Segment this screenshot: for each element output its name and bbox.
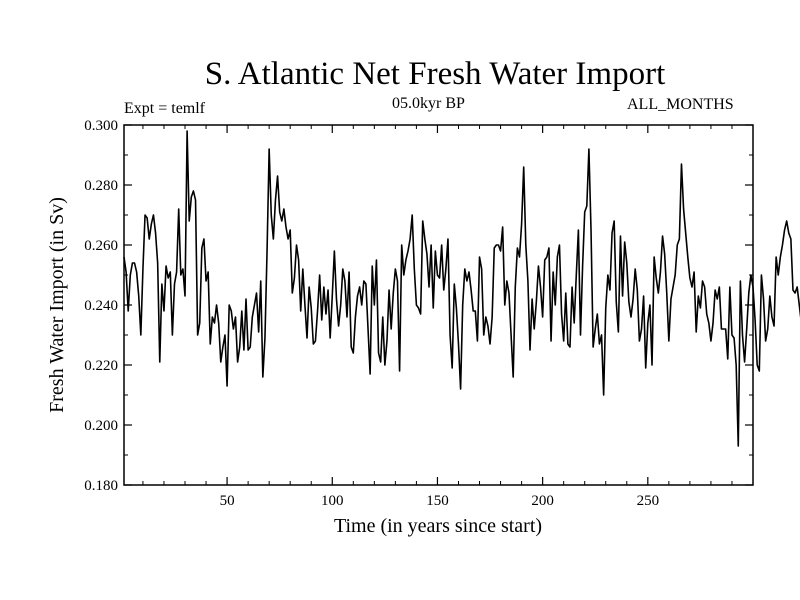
y-tick-label: 0.300 — [84, 118, 118, 134]
chart-title: S. Atlantic Net Fresh Water Import — [204, 56, 666, 92]
y-tick-label: 0.220 — [84, 358, 118, 374]
y-tick-label: 0.260 — [84, 238, 118, 254]
y-tick-label: 0.200 — [84, 418, 118, 434]
x-tick-label: 50 — [220, 493, 235, 509]
x-tick-label: 200 — [531, 493, 554, 509]
months-label: ALL_MONTHS — [627, 96, 734, 113]
x-axis-label: Time (in years since start) — [334, 515, 542, 537]
x-axis-ticks: 50 100 150 200 250 — [142, 125, 733, 509]
y-tick-label: 0.240 — [84, 298, 118, 314]
experiment-label: Expt = temlf — [124, 100, 206, 117]
period-label: 05.0kyr BP — [392, 95, 465, 112]
series-line — [123, 130, 800, 447]
y-axis-ticks: 0.180 0.200 0.220 0.240 0.260 0.280 0.300 — [84, 118, 753, 494]
y-tick-label: 0.280 — [84, 178, 118, 194]
x-tick-label: 100 — [321, 493, 344, 509]
y-tick-label: 0.180 — [84, 478, 118, 494]
y-axis-label: Fresh Water Import (in Sv) — [46, 197, 68, 413]
x-tick-label: 250 — [637, 493, 660, 509]
plot-area-frame — [123, 124, 754, 486]
x-tick-label: 150 — [426, 493, 449, 509]
